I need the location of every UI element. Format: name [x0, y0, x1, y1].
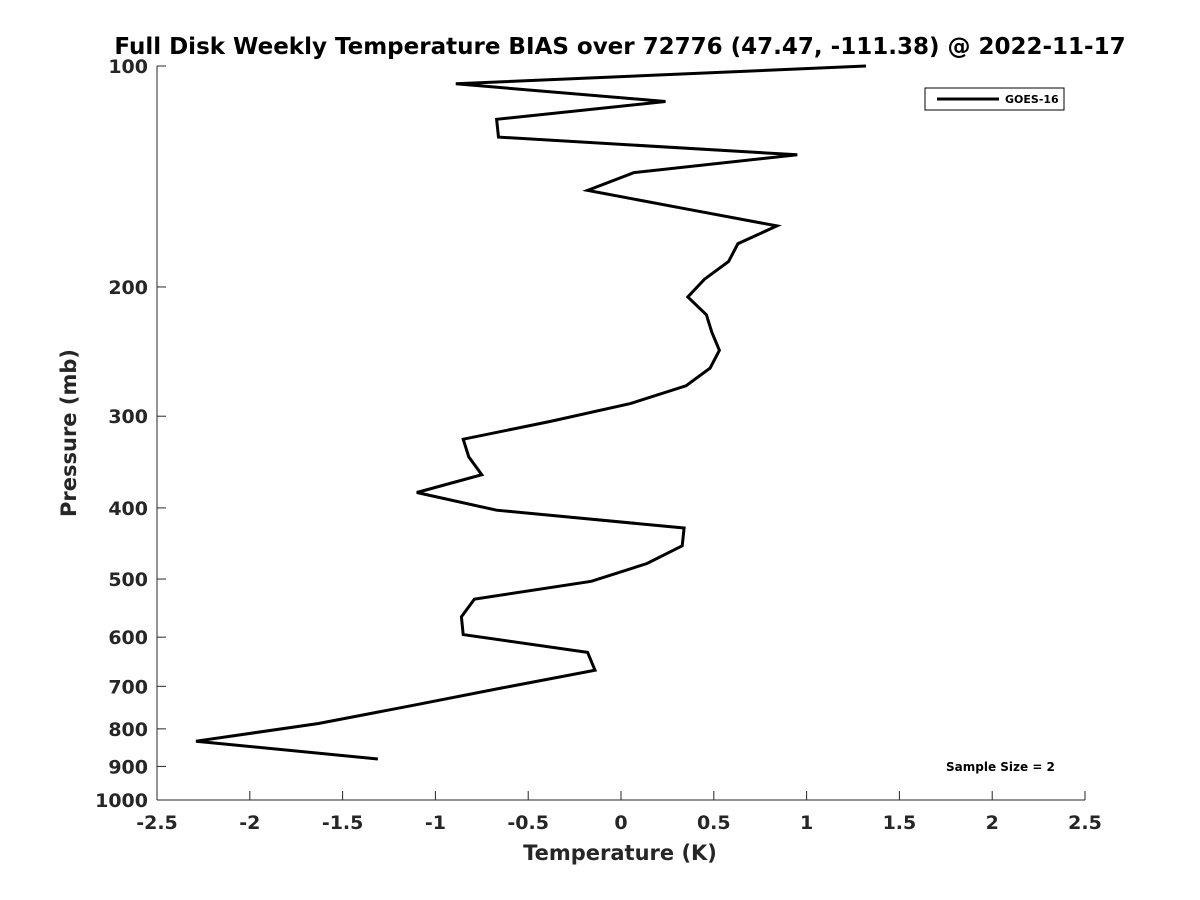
x-axis: -2.5 -2 -1.5 -1 -0.5 0 0.5 1 1.5 2 2.5	[136, 791, 1102, 834]
x-tick-label: 2.5	[1068, 812, 1102, 834]
y-tick-label: 500	[108, 569, 148, 591]
x-tick-label: 1	[800, 812, 813, 834]
x-tick-label: -0.5	[507, 812, 549, 834]
y-tick-label: 100	[108, 56, 148, 78]
y-tick-label: 900	[108, 756, 148, 778]
y-tick-label: 700	[108, 676, 148, 698]
y-tick-label: 1000	[95, 790, 148, 812]
y-axis-label: Pressure (mb)	[57, 349, 81, 517]
y-tick-label: 600	[108, 627, 148, 649]
y-tick-label: 800	[108, 719, 148, 741]
x-tick-label: 1.5	[883, 812, 917, 834]
x-axis-label: Temperature (K)	[523, 841, 717, 865]
y-axis: 100 200 300 400 500 600 700 800 900 1000	[95, 56, 166, 812]
x-tick-label: 0.5	[697, 812, 731, 834]
sample-size-annotation: Sample Size = 2	[946, 760, 1055, 774]
legend: GOES-16	[924, 87, 1065, 111]
x-tick-label: -2	[239, 812, 260, 834]
chart-title: Full Disk Weekly Temperature BIAS over 7…	[114, 34, 1125, 60]
y-tick-label: 300	[108, 406, 148, 428]
x-tick-label: 2	[986, 812, 999, 834]
y-tick-label: 400	[108, 498, 148, 520]
x-tick-label: 0	[614, 812, 627, 834]
x-tick-label: -2.5	[136, 812, 178, 834]
x-tick-label: -1.5	[322, 812, 364, 834]
series-layer	[195, 64, 867, 761]
x-tick-label: -1	[425, 812, 446, 834]
y-tick-label: 200	[108, 277, 148, 299]
series-line-goes-16	[195, 64, 867, 761]
legend-label: GOES-16	[1005, 93, 1059, 106]
